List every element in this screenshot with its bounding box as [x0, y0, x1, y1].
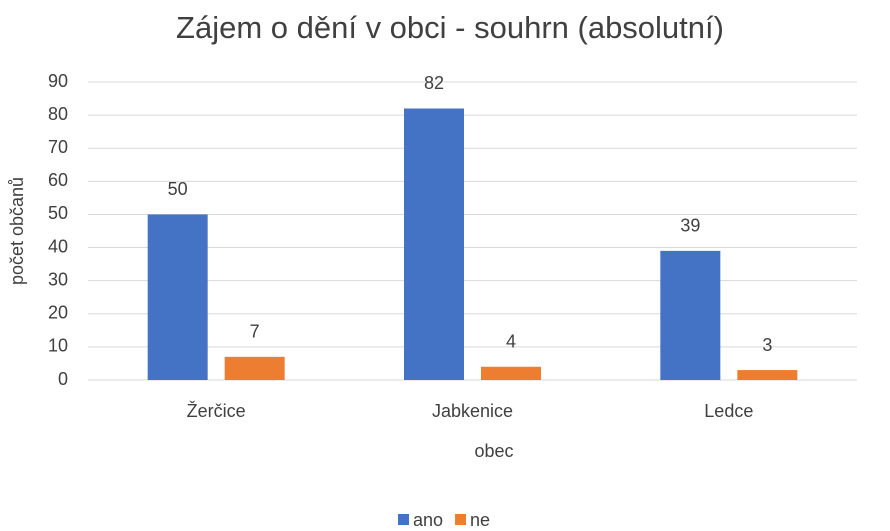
- y-tick-label: 30: [48, 269, 68, 289]
- bar: [481, 366, 541, 380]
- bar: [224, 356, 285, 380]
- data-label: 82: [424, 73, 444, 93]
- bar: [660, 250, 721, 380]
- data-label: 7: [250, 322, 260, 342]
- bar: [147, 214, 208, 380]
- data-label: 4: [506, 332, 516, 352]
- chart-title: Zájem o dění v obci - souhrn (absolutní): [176, 10, 724, 45]
- bar: [404, 108, 464, 380]
- data-label: 3: [762, 335, 772, 355]
- legend-label: ano: [413, 510, 443, 530]
- x-tick-label: Žerčice: [187, 401, 246, 421]
- y-tick-label: 0: [58, 369, 68, 389]
- x-tick-label: Ledce: [704, 401, 753, 421]
- data-label: 39: [680, 216, 700, 236]
- y-tick-label: 70: [48, 137, 68, 157]
- y-tick-label: 10: [48, 336, 68, 356]
- y-axis-title: počet občanů: [7, 177, 27, 285]
- y-tick-label: 40: [48, 236, 68, 256]
- x-tick-label: Jabkenice: [432, 401, 513, 421]
- x-axis-title: obec: [474, 441, 513, 461]
- legend-swatch: [398, 514, 409, 525]
- y-tick-label: 20: [48, 303, 68, 323]
- data-label: 50: [168, 179, 188, 199]
- legend-label: ne: [470, 510, 490, 530]
- legend-swatch: [455, 514, 467, 525]
- bar: [737, 370, 798, 380]
- y-tick-label: 50: [48, 203, 68, 223]
- y-tick-label: 80: [48, 104, 68, 124]
- y-tick-label: 60: [48, 170, 68, 190]
- y-tick-label: 90: [48, 71, 68, 91]
